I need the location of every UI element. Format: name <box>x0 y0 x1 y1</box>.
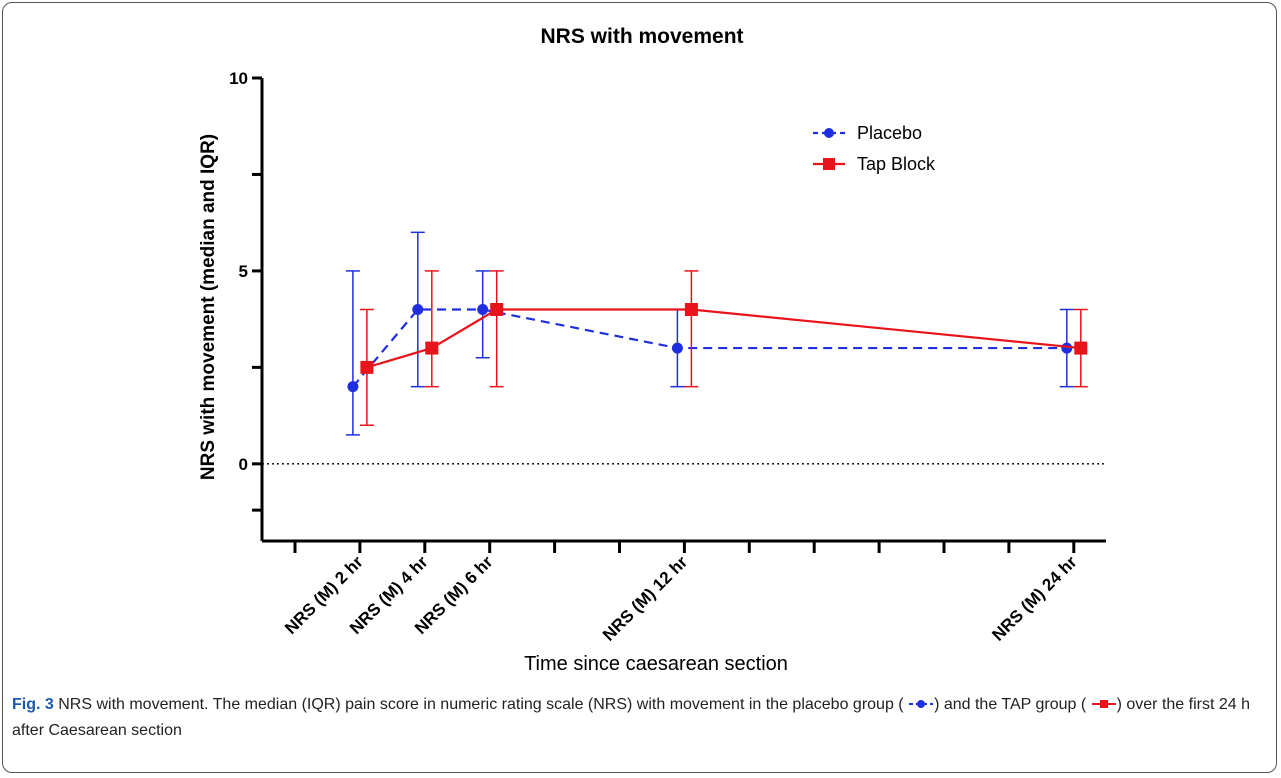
line-chart: NRS with movement NRS with movement (med… <box>198 25 1106 675</box>
data-point <box>671 342 683 354</box>
data-point <box>1074 341 1088 355</box>
data-point <box>490 303 504 316</box>
data-point <box>347 381 359 393</box>
series-tap-block <box>359 270 1088 426</box>
series-line <box>366 308 1081 369</box>
placebo-legend-icon <box>909 700 934 708</box>
chart-title: NRS with movement <box>540 25 743 48</box>
caption-text-3: ) over the first 24 h after Caesarean se… <box>12 696 1250 739</box>
x-tick-label: NRS (M) 24 hr <box>988 552 1081 645</box>
legend-label: Placebo <box>857 123 922 143</box>
x-tick-label: NRS (M) 12 hr <box>599 552 692 645</box>
data-point <box>477 304 489 315</box>
y-tick-label: 5 <box>239 262 248 281</box>
data-point <box>360 360 374 374</box>
y-tick-label: 10 <box>229 69 248 88</box>
tap-block-legend-icon <box>1091 700 1116 708</box>
figure-caption: Fig. 3 NRS with movement. The median (IQ… <box>12 692 1270 744</box>
y-tick-label: 0 <box>239 455 248 474</box>
data-point <box>412 304 424 315</box>
data-point <box>425 341 439 355</box>
y-axis-title: NRS with movement (median and IQR) <box>198 134 219 480</box>
x-axis-title: Time since caesarean section <box>524 653 788 675</box>
caption-text-2: ) and the TAP group ( <box>934 696 1087 713</box>
caption-label: Fig. 3 <box>12 696 54 713</box>
legend: Placebo Tap Block <box>813 123 936 174</box>
plot-area <box>345 231 1088 436</box>
caption-text-1: NRS with movement. The median (IQR) pain… <box>53 696 904 713</box>
series-line <box>352 308 1067 388</box>
data-point <box>684 303 698 316</box>
legend-marker <box>823 158 835 170</box>
legend-marker <box>824 128 834 138</box>
series-placebo <box>345 231 1074 436</box>
legend-label: Tap Block <box>857 154 936 174</box>
